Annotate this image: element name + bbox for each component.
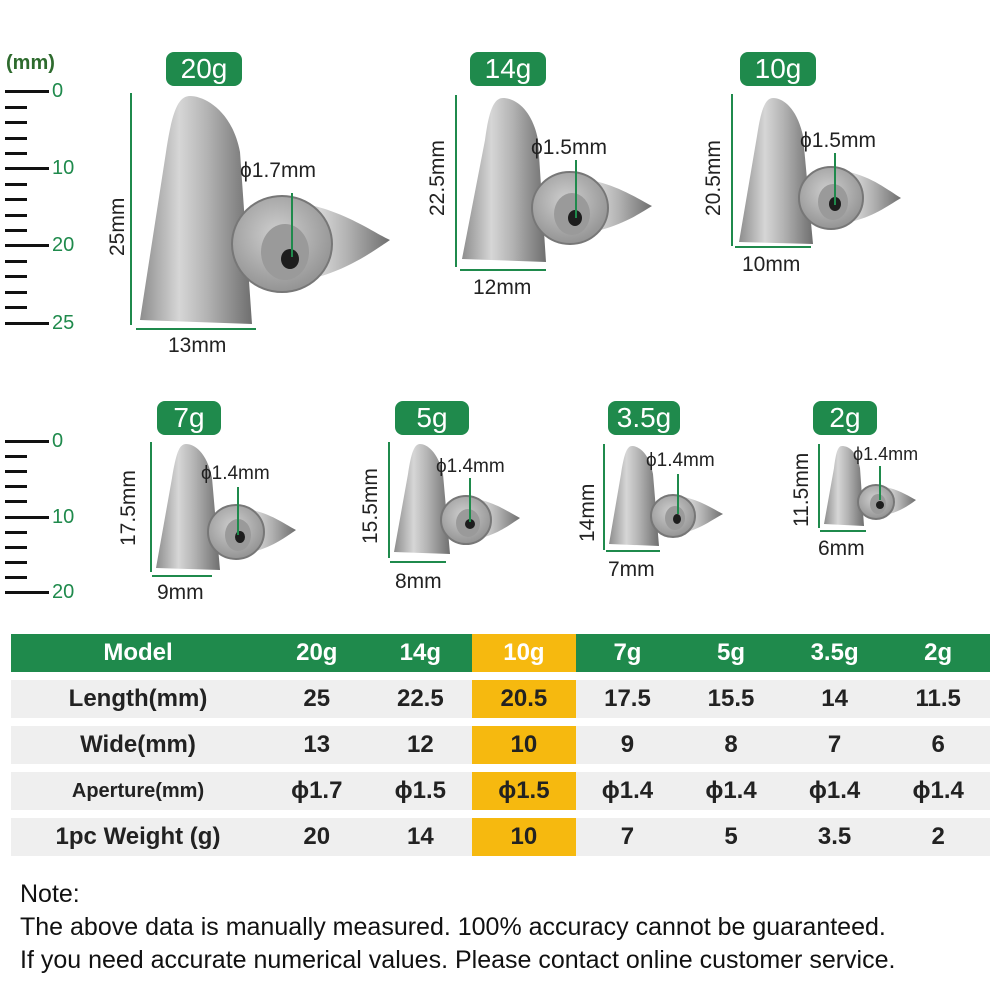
table-cell: ϕ1.4	[679, 772, 783, 810]
table-header-cell: Model	[11, 634, 265, 672]
ruler-label: 20	[52, 234, 75, 256]
bullet-weight-3-5g-image	[609, 446, 723, 546]
table-cell: 17.5	[575, 680, 680, 718]
bullet-weight-7g-image	[156, 444, 296, 570]
width-label-5g: 8mm	[395, 570, 442, 593]
weight-badge-5g: 5g	[395, 401, 469, 435]
table-cell: 2	[886, 818, 990, 856]
table-header-cell: 20g	[265, 634, 369, 672]
table-cell: 14	[368, 818, 473, 856]
table-cell: ϕ1.5	[368, 772, 473, 810]
table-header-cell: 5g	[679, 634, 783, 672]
table-cell: 11.5	[886, 680, 990, 718]
aperture-label-14g: ϕ1.5mm	[531, 136, 607, 159]
length-label-14g: 22.5mm	[426, 140, 449, 216]
table-cell: 14	[782, 680, 887, 718]
aperture-label-3-5g: ϕ1.4mm	[646, 450, 715, 471]
table-cell: 15.5	[679, 680, 783, 718]
table-cell-highlight: 20.5	[472, 680, 576, 718]
note-line: If you need accurate numerical values. P…	[20, 946, 896, 974]
row-label: Length(mm)	[11, 680, 265, 718]
table-header-row: Model 20g 14g 10g 7g 5g 3.5g 2g	[11, 634, 990, 672]
note-line: The above data is manually measured. 100…	[20, 913, 886, 941]
aperture-label-7g: ϕ1.4mm	[201, 463, 270, 484]
table-cell: 7	[782, 726, 887, 764]
bullet-weight-20g-image	[140, 96, 390, 324]
table-cell-highlight: 10	[472, 726, 576, 764]
length-label-7g: 17.5mm	[117, 470, 140, 546]
table-header-cell: 7g	[575, 634, 680, 672]
aperture-label-5g: ϕ1.4mm	[436, 456, 505, 477]
note-block: Note: The above data is manually measure…	[20, 878, 895, 977]
aperture-label-20g: ϕ1.7mm	[240, 159, 316, 182]
length-label-5g: 15.5mm	[359, 468, 382, 544]
table-cell: 6	[886, 726, 990, 764]
aperture-label-10g: ϕ1.5mm	[800, 129, 876, 152]
table-cell: 22.5	[368, 680, 473, 718]
spec-table: Model 20g 14g 10g 7g 5g 3.5g 2g Length(m…	[11, 626, 990, 864]
width-label-2g: 6mm	[818, 537, 865, 560]
table-cell: 20	[265, 818, 369, 856]
weight-badge-2g: 2g	[813, 401, 877, 435]
bullet-weight-5g-image	[394, 444, 520, 554]
aperture-label-2g: ϕ1.4mm	[853, 444, 919, 464]
table-row: 1pc Weight (g) 20 14 10 7 5 3.5 2	[11, 818, 990, 856]
table-header-cell: 2g	[886, 634, 990, 672]
length-label-20g: 25mm	[106, 197, 129, 256]
bullet-weight-2g-image	[824, 446, 916, 526]
row-label: Aperture(mm)	[11, 772, 265, 810]
ruler-label: 0	[52, 80, 64, 102]
table-cell: ϕ1.4	[886, 772, 990, 810]
ruler-label: 10	[52, 506, 75, 528]
table-row: Aperture(mm) ϕ1.7 ϕ1.5 ϕ1.5 ϕ1.4 ϕ1.4 ϕ1…	[11, 772, 990, 810]
ruler-label: 0	[52, 430, 64, 452]
bullet-weight-14g-image	[462, 98, 652, 262]
table-cell: 7	[575, 818, 680, 856]
table-cell: 5	[679, 818, 783, 856]
table-cell: 9	[575, 726, 680, 764]
table-row: Length(mm) 25 22.5 20.5 17.5 15.5 14 11.…	[11, 680, 990, 718]
row-label: 1pc Weight (g)	[11, 818, 265, 856]
table-cell: 8	[679, 726, 783, 764]
table-cell-highlight: ϕ1.5	[472, 772, 576, 810]
weight-badge-14g: 14g	[470, 52, 546, 86]
length-label-2g: 11.5mm	[790, 452, 813, 527]
table-cell: 25	[265, 680, 369, 718]
weight-badge-20g: 20g	[166, 52, 242, 86]
row-label: Wide(mm)	[11, 726, 265, 764]
unit-label: (mm)	[6, 52, 55, 74]
table-header-cell-highlight: 10g	[472, 634, 576, 672]
note-title: Note:	[20, 880, 80, 908]
ruler-label: 25	[52, 312, 75, 334]
ruler-label: 20	[52, 581, 75, 603]
table-header-cell: 14g	[368, 634, 473, 672]
table-cell: ϕ1.4	[782, 772, 887, 810]
width-label-7g: 9mm	[157, 581, 204, 604]
length-label-10g: 20.5mm	[702, 140, 725, 216]
table-cell-highlight: 10	[472, 818, 576, 856]
width-label-10g: 10mm	[742, 253, 801, 276]
width-label-20g: 13mm	[168, 334, 227, 357]
table-cell: 12	[368, 726, 473, 764]
table-cell: 13	[265, 726, 369, 764]
table-row: Wide(mm) 13 12 10 9 8 7 6	[11, 726, 990, 764]
table-cell: 3.5	[782, 818, 887, 856]
table-cell: ϕ1.4	[575, 772, 680, 810]
weight-badge-10g: 10g	[740, 52, 816, 86]
ruler-label: 10	[52, 157, 75, 179]
weight-badge-3-5g: 3.5g	[608, 401, 680, 435]
table-header-cell: 3.5g	[782, 634, 887, 672]
width-label-14g: 12mm	[473, 276, 532, 299]
bullet-weight-10g-image	[739, 98, 901, 244]
length-label-3-5g: 14mm	[576, 483, 599, 542]
width-label-3-5g: 7mm	[608, 558, 655, 581]
weight-badge-7g: 7g	[157, 401, 221, 435]
table-cell: ϕ1.7	[265, 772, 369, 810]
